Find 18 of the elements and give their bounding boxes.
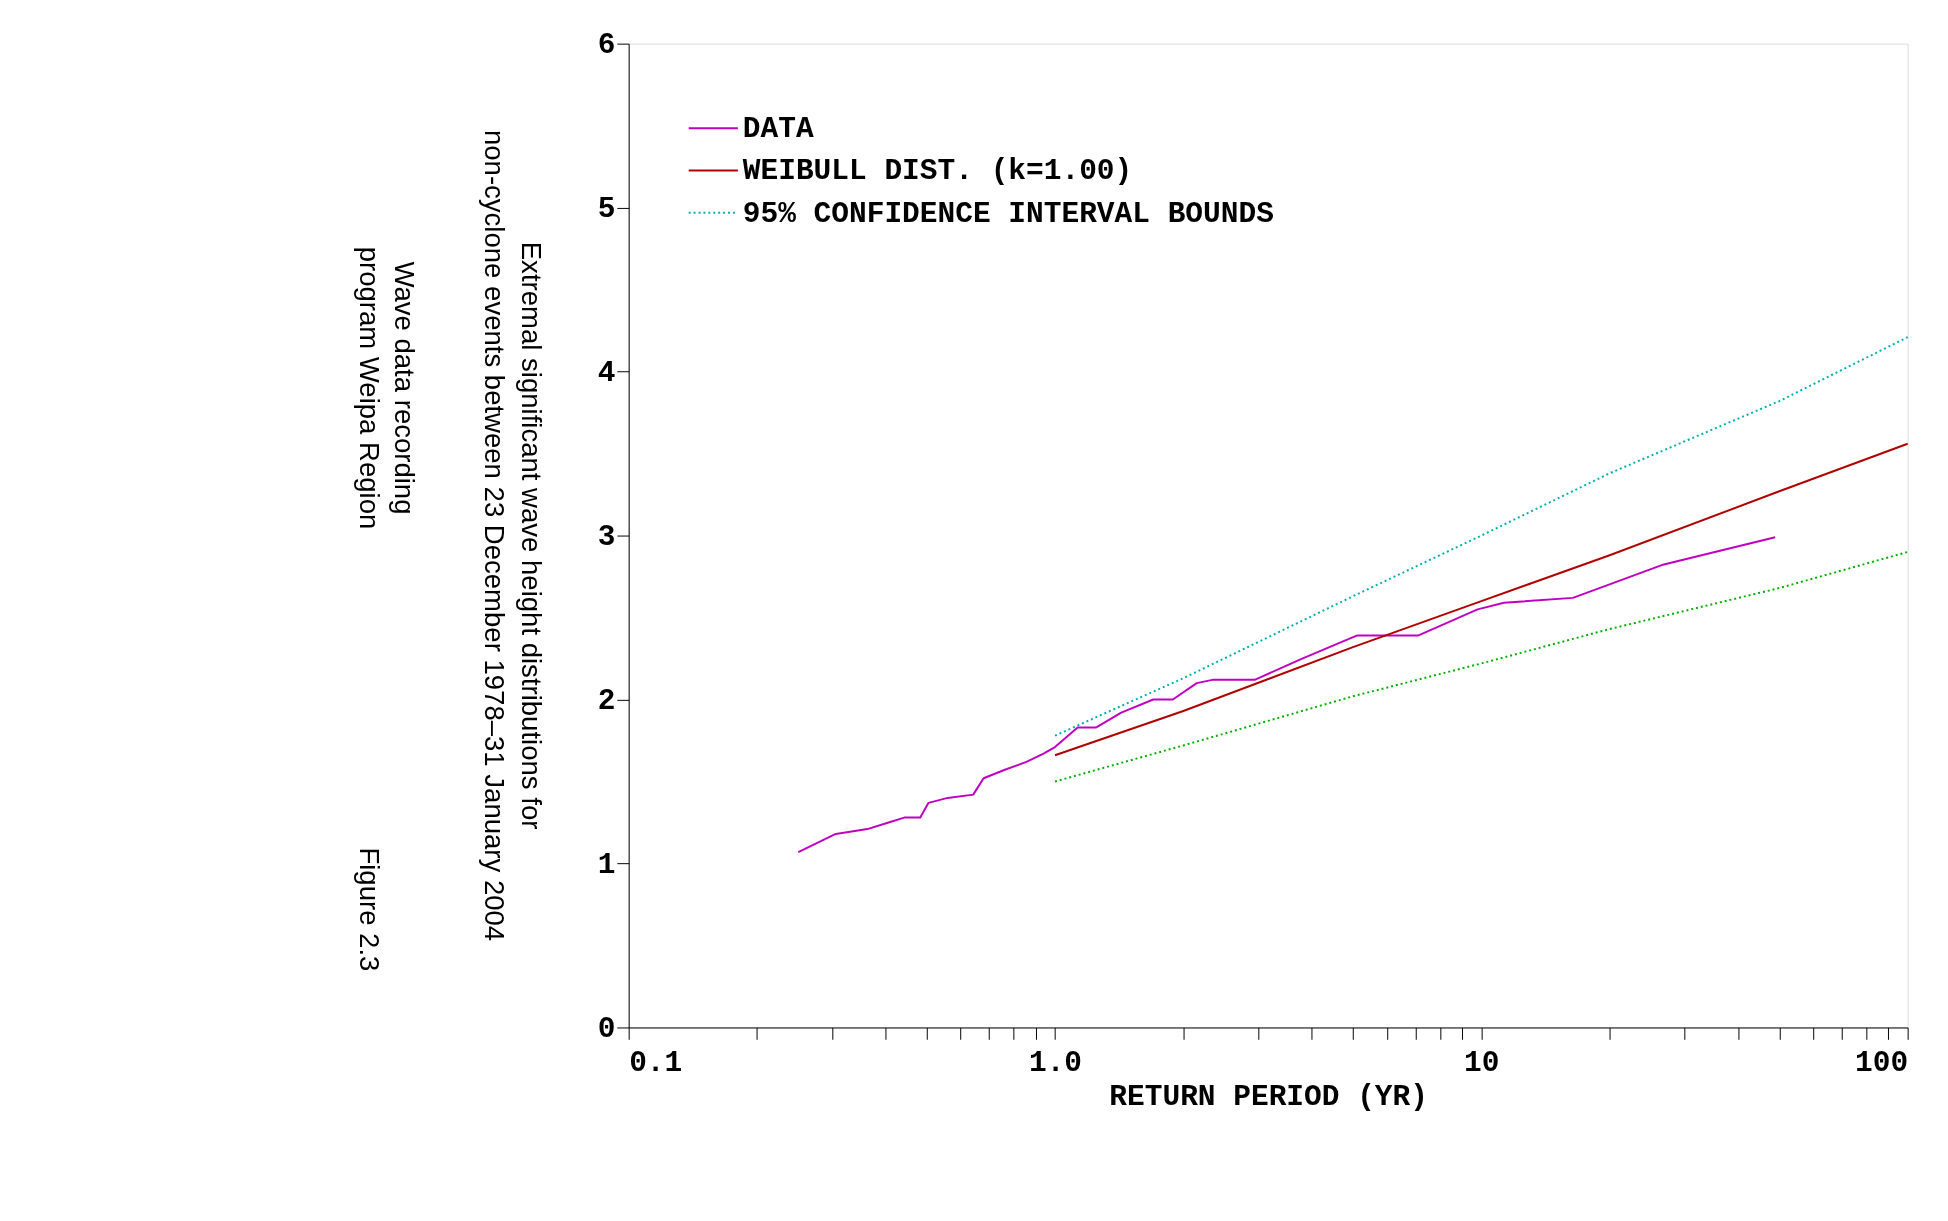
y-tick-label: 5 — [597, 191, 616, 226]
text: Extremal significant wave height distributions for non-cyclone events between 23 December 1978–31 January 2004 — [479, 129, 548, 942]
legend-label: DATA — [742, 112, 814, 147]
x-axis-title: RETURN PERIOD (YR) — [1109, 1079, 1428, 1114]
legend-label: WEIBULL DIST. (k=1.00) — [742, 154, 1133, 189]
x-tick-label: 1.0 — [1028, 1046, 1083, 1081]
x-tick-label: 10 — [1464, 1046, 1500, 1081]
y-tick-label: 1 — [597, 847, 616, 882]
y-tick-label: 6 — [597, 27, 616, 62]
y-tick-label: 0 — [597, 1011, 616, 1046]
y-tick-label: 2 — [597, 683, 616, 718]
caption: Figure 2.3 — [354, 847, 386, 972]
x-tick-label: 0.1 — [629, 1046, 683, 1081]
y-tick-label: 4 — [597, 355, 616, 390]
legend-label: 95% CONFIDENCE INTERVAL BOUNDS — [742, 196, 1274, 231]
x-tick-label: 100 — [1855, 1046, 1909, 1081]
y-tick-label: 3 — [597, 519, 616, 554]
text: Wave data recording program Weipa Region — [354, 246, 420, 530]
